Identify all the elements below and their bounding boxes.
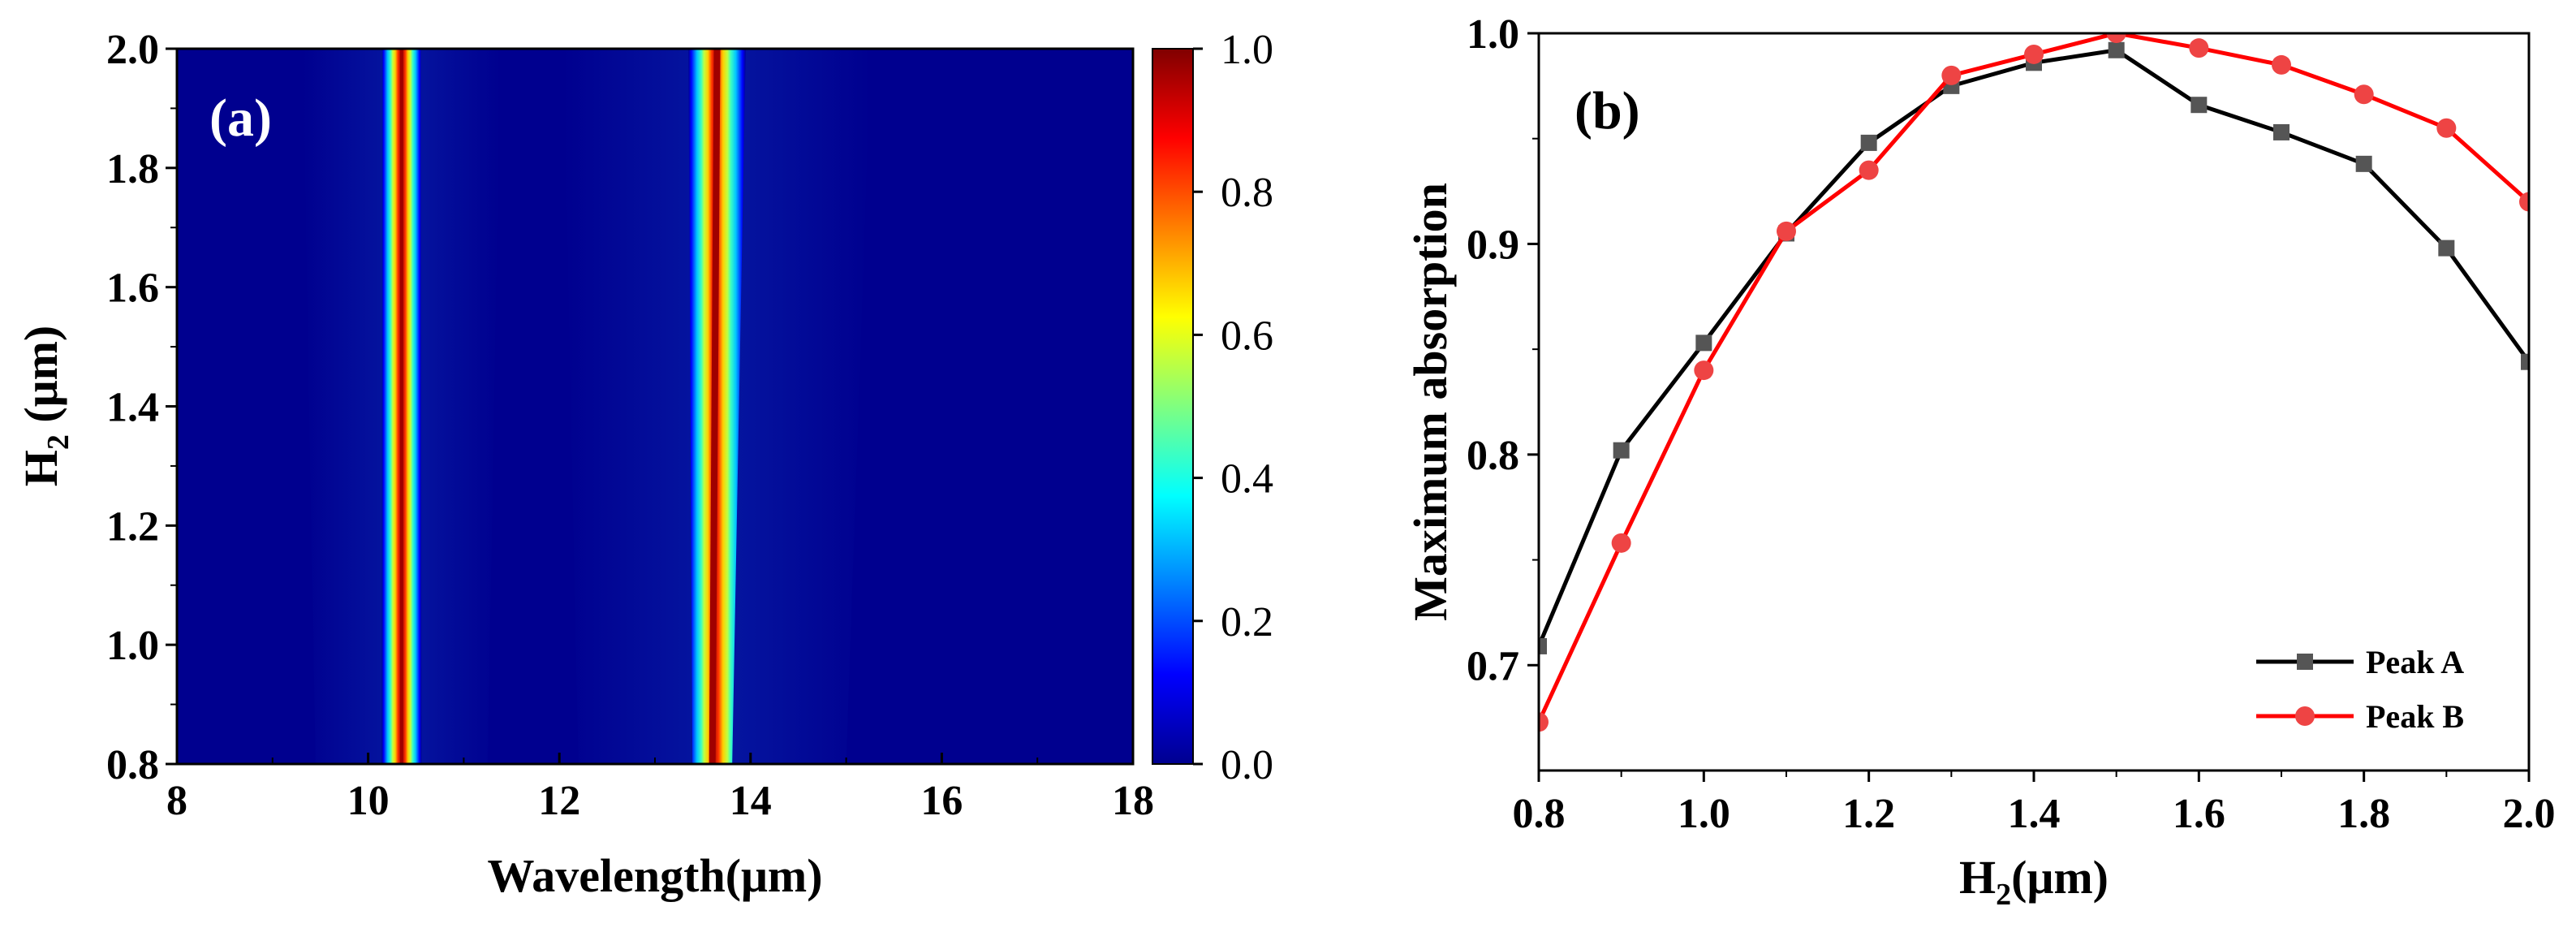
data-point-circle [2519, 192, 2529, 212]
x-tick-label: 1.4 [2008, 791, 2061, 837]
line-chart-x-axis-label: H2(μm) [1959, 851, 2109, 912]
data-point-square [1860, 134, 1877, 151]
data-point-circle [2024, 44, 2044, 64]
data-point-circle [1611, 533, 1631, 553]
x-tick-label: 16 [920, 778, 963, 824]
line-chart-panel-label: (b) [1574, 81, 1640, 140]
data-point-square [2521, 353, 2529, 370]
heatmap-panel-label: (a) [209, 88, 272, 148]
x-tick-label: 1.8 [2337, 791, 2390, 837]
series-line-0 [1539, 48, 2529, 647]
data-point-circle [2189, 38, 2209, 58]
heatmap-panel: 8 10 12 14 16 18 0.8 1.0 1.2 1.4 1.6 1.8 2.0 (a) Wa… [15, 27, 1273, 902]
x-tick-label: 1.6 [2173, 791, 2225, 837]
y-tick-label: 0.8 [106, 742, 159, 788]
data-point-square [2108, 41, 2125, 58]
absorption-bands [302, 49, 872, 764]
y-tick-label: 0.9 [1467, 222, 1519, 268]
colorbar-tick-label: 0.0 [1221, 742, 1273, 788]
data-point-square [1539, 637, 1547, 654]
y-tick-label: 0.7 [1467, 643, 1519, 689]
x-tick-label: 1.0 [1678, 791, 1730, 837]
data-point-circle [2436, 118, 2457, 138]
band-peak-line [709, 49, 721, 764]
y-tick-label: 1.0 [1467, 11, 1519, 58]
heatmap-y-ticks: 0.8 1.0 1.2 1.4 1.6 1.8 2.0 [106, 27, 177, 788]
legend: Peak A Peak B [2256, 644, 2464, 735]
line-chart-x-label-unit: (μm) [2011, 851, 2109, 904]
data-point-square [1695, 335, 1712, 352]
line-chart-x-label-subscript: 2 [1996, 878, 2011, 912]
data-point-square [2273, 123, 2290, 140]
heatmap-x-ticks: 8 10 12 14 16 18 [166, 753, 1154, 824]
line-chart-y-ticks: 0.7 0.8 0.9 1.0 [1467, 11, 1539, 689]
data-point-circle [2106, 33, 2126, 43]
data-point-square [1613, 442, 1630, 459]
legend-label: Peak B [2366, 698, 2464, 735]
absorption-band-right [712, 49, 746, 764]
data-point-square [2190, 97, 2208, 114]
y-tick-label: 1.8 [106, 146, 159, 192]
x-tick-label: 8 [166, 778, 187, 824]
heatmap-y-label-unit: (μm) [15, 326, 67, 434]
legend-label: Peak A [2366, 644, 2464, 680]
absorption-band-left [688, 49, 717, 764]
colorbar-tick-label: 0.6 [1221, 313, 1273, 359]
y-tick-label: 1.0 [106, 623, 159, 669]
x-tick-label: 12 [538, 778, 580, 824]
y-tick-label: 1.6 [106, 265, 159, 312]
heatmap-y-label-subscript: 2 [41, 434, 75, 450]
data-point-circle [2272, 54, 2291, 75]
y-tick-label: 0.8 [1467, 433, 1519, 479]
x-tick-label: 10 [347, 778, 390, 824]
data-point-square [2438, 240, 2455, 257]
data-point-circle [1694, 360, 1714, 381]
x-tick-label: 14 [730, 778, 772, 824]
data-point-circle [1777, 221, 1796, 241]
colorbar-tick-label: 0.4 [1221, 456, 1273, 503]
data-point-square [2355, 155, 2372, 172]
data-point-circle [2354, 84, 2374, 105]
line-chart-x-ticks: 0.8 1.0 1.2 1.4 1.6 1.8 2.0 [1513, 770, 2556, 837]
x-tick-label: 2.0 [2503, 791, 2556, 837]
line-chart-y-axis-label: Maximum absorption [1404, 183, 1457, 621]
x-tick-label: 0.8 [1513, 791, 1566, 837]
series-line-1 [1539, 33, 2529, 723]
colorbar-tick-label: 1.0 [1221, 27, 1273, 73]
absorption-band-left [381, 49, 402, 764]
data-point-circle [1941, 65, 1962, 85]
data-point-circle [1539, 712, 1549, 732]
heatmap-x-axis-label: Wavelength(μm) [487, 849, 822, 902]
absorption-band-right [401, 49, 422, 764]
legend-marker [2297, 654, 2313, 670]
heatmap-y-axis-label: H2 (μm) [15, 326, 75, 486]
y-tick-label: 2.0 [106, 27, 159, 73]
heatmap-y-label-main: H [15, 450, 67, 486]
y-tick-label: 1.2 [106, 503, 159, 550]
colorbar-tick-label: 0.2 [1221, 599, 1273, 645]
x-tick-label: 1.2 [1842, 791, 1895, 837]
line-chart-panel: 0.8 1.0 1.2 1.4 1.6 1.8 2.0 0.7 0.8 0.9 1.0 (b) M… [1404, 11, 2556, 912]
line-series [1539, 33, 2529, 732]
data-point-circle [1859, 160, 1879, 180]
legend-marker [2295, 706, 2315, 726]
line-chart-x-label-main: H [1959, 851, 1996, 904]
y-tick-label: 1.4 [106, 385, 159, 431]
x-tick-label: 18 [1112, 778, 1154, 824]
colorbar-ticks: 0.0 0.2 0.4 0.6 0.8 1.0 [1193, 27, 1273, 788]
colorbar [1152, 48, 1194, 765]
colorbar-tick-label: 0.8 [1221, 170, 1273, 216]
